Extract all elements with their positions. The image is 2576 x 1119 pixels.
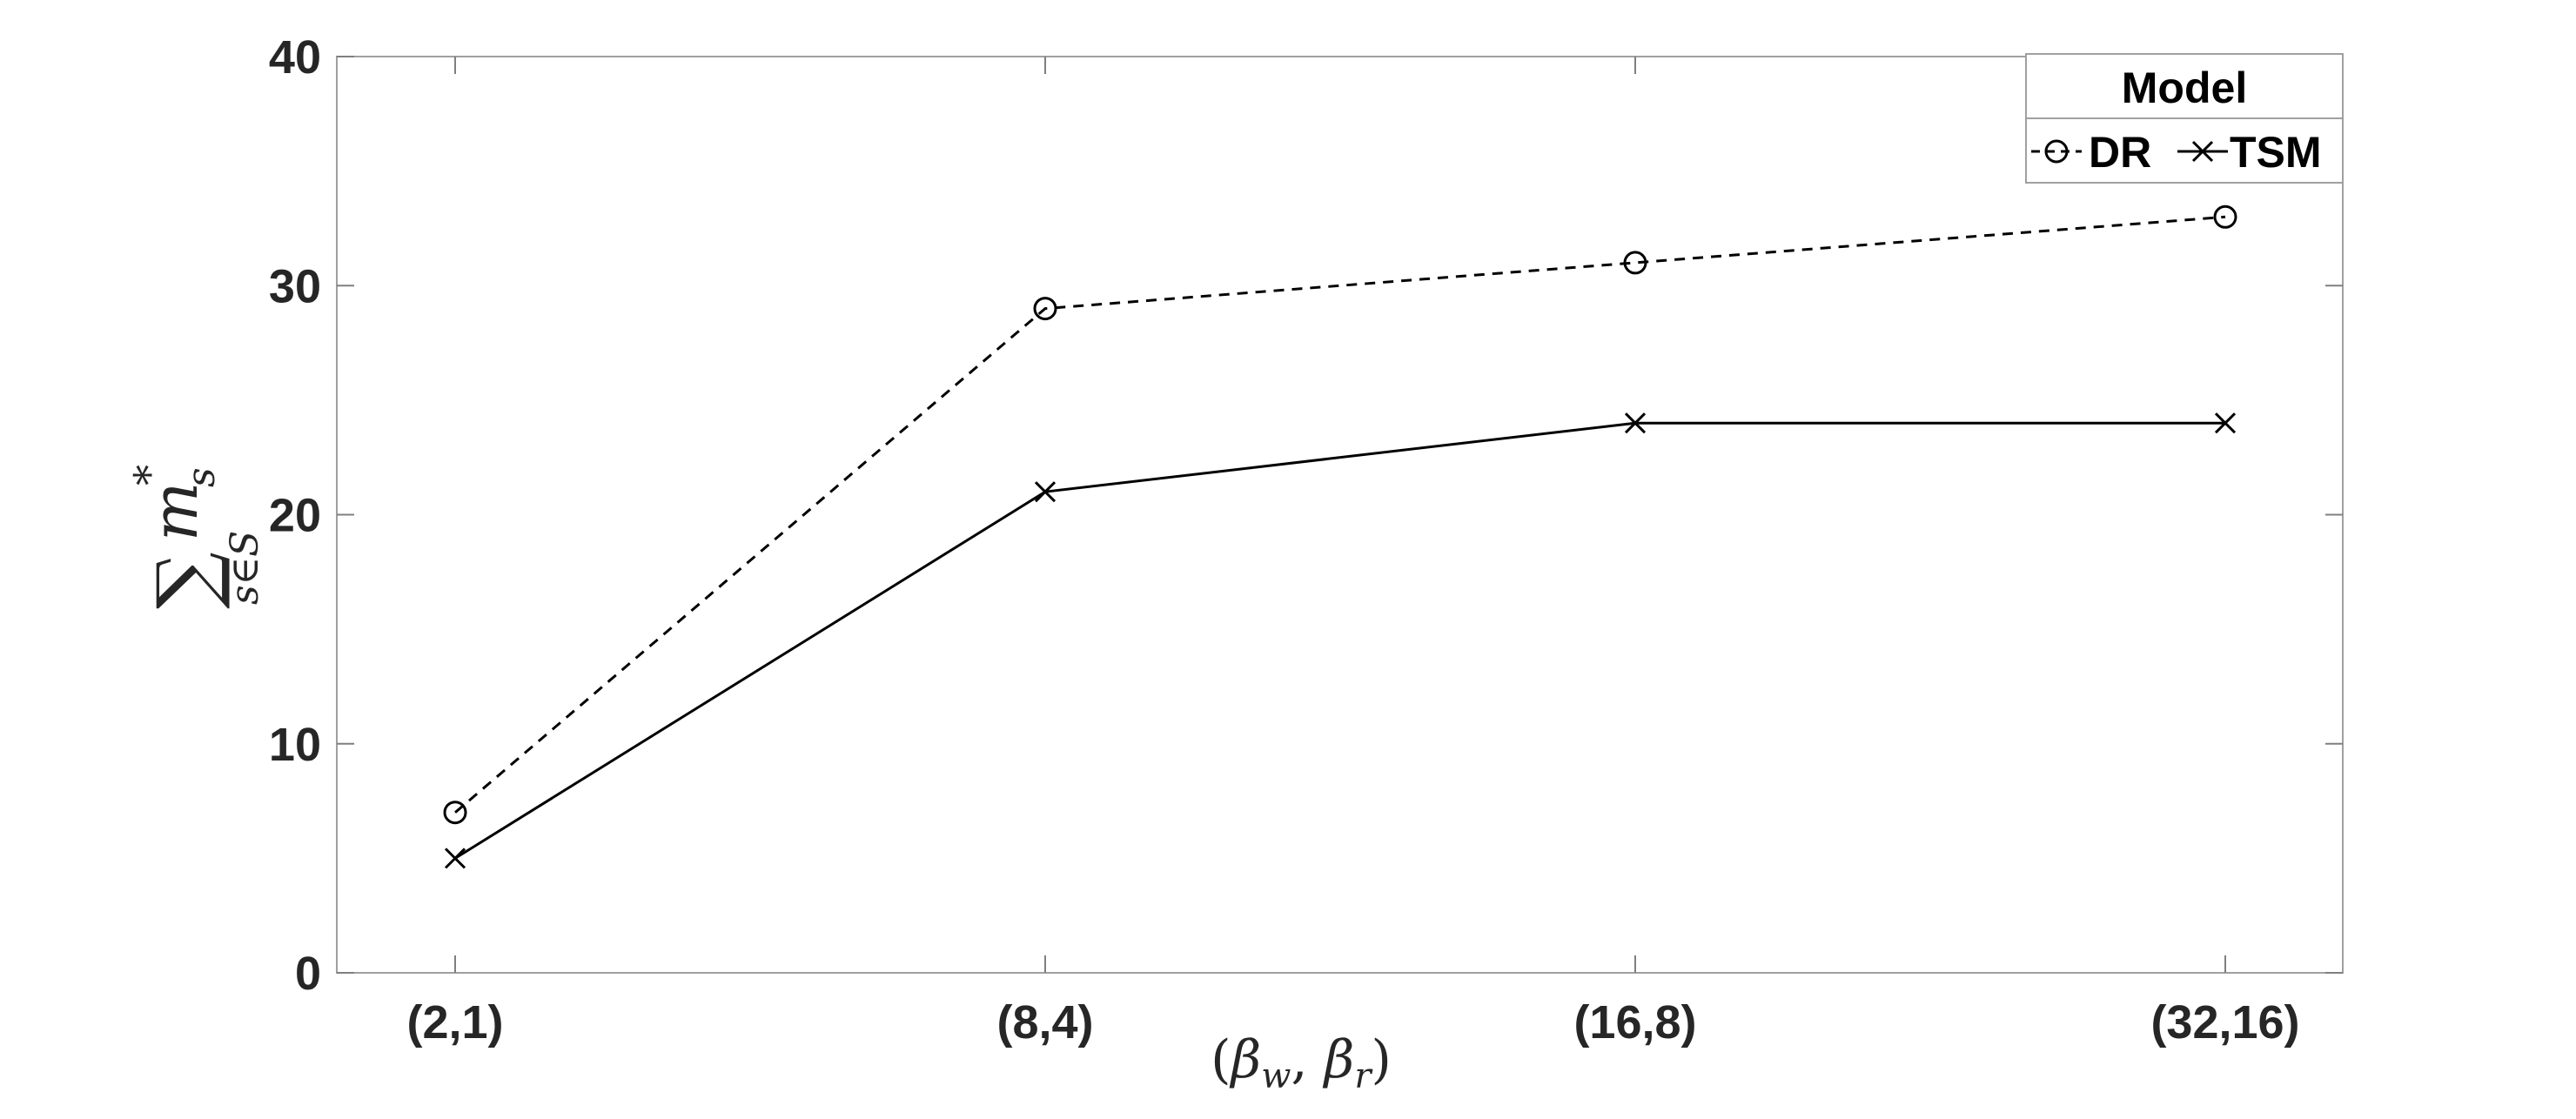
x-label-beta-r: β (1323, 1029, 1355, 1090)
legend-item-dr: DR (2031, 128, 2151, 177)
y-axis-label: ∑ s∈S m * s (125, 465, 267, 609)
x-label-open: ( (1211, 1029, 1231, 1090)
data-point-dr (1033, 297, 1057, 321)
y-label-sum: ∑ (140, 552, 233, 609)
plot-frame (336, 56, 2344, 974)
y-label-sup: * (125, 465, 174, 486)
x-tick-label: (8,4) (996, 996, 1093, 1049)
x-axis-label: (βw, βr) (1211, 1029, 1392, 1096)
data-point-dr (1623, 251, 1647, 275)
y-label-var: m (138, 482, 211, 541)
y-tick-label: 30 (269, 260, 321, 312)
series-line-tsm (454, 421, 2225, 860)
legend-title: Model (2122, 64, 2247, 112)
legend-tsm-label: TSM (2230, 128, 2322, 177)
y-label-sum-sub: s∈S (223, 531, 267, 605)
legend-dr-marker (2044, 139, 2069, 164)
axes (336, 56, 2344, 974)
data-point-tsm (1624, 412, 1647, 434)
legend-tsm-marker (2191, 140, 2214, 163)
x-tick-label: (16,8) (1573, 996, 1696, 1049)
data-point-tsm (1034, 481, 1057, 503)
x-label-comma: , (1291, 1029, 1324, 1090)
x-tick-label: (2,1) (406, 996, 503, 1049)
y-tick-label: 20 (269, 490, 321, 542)
legend-item-tsm: TSM (2177, 128, 2322, 177)
data-point-dr (2213, 204, 2237, 229)
legend: Model DR TSM (2025, 53, 2344, 184)
data-point-dr (443, 801, 467, 825)
series-line-dr (454, 215, 2226, 814)
legend-dr-label: DR (2089, 128, 2151, 177)
y-tick-label: 0 (295, 948, 321, 1000)
x-label-beta-w: β (1230, 1029, 1262, 1090)
tick-labels: 0 10 20 30 40 (2,1) (8,4) (16,8) (32,16) (269, 31, 2300, 1049)
data-point-tsm (444, 848, 466, 869)
data-point-tsm (2214, 412, 2237, 434)
x-tick-label: (32,16) (2150, 996, 2299, 1049)
x-label-sub-r: r (1354, 1056, 1373, 1096)
x-label-sub-w: w (1261, 1056, 1291, 1096)
x-label-close: ) (1371, 1029, 1391, 1090)
y-label-var-sub: s (179, 467, 224, 487)
y-tick-label: 10 (269, 719, 321, 771)
y-tick-label: 40 (269, 31, 321, 84)
series-layer (443, 204, 2237, 869)
